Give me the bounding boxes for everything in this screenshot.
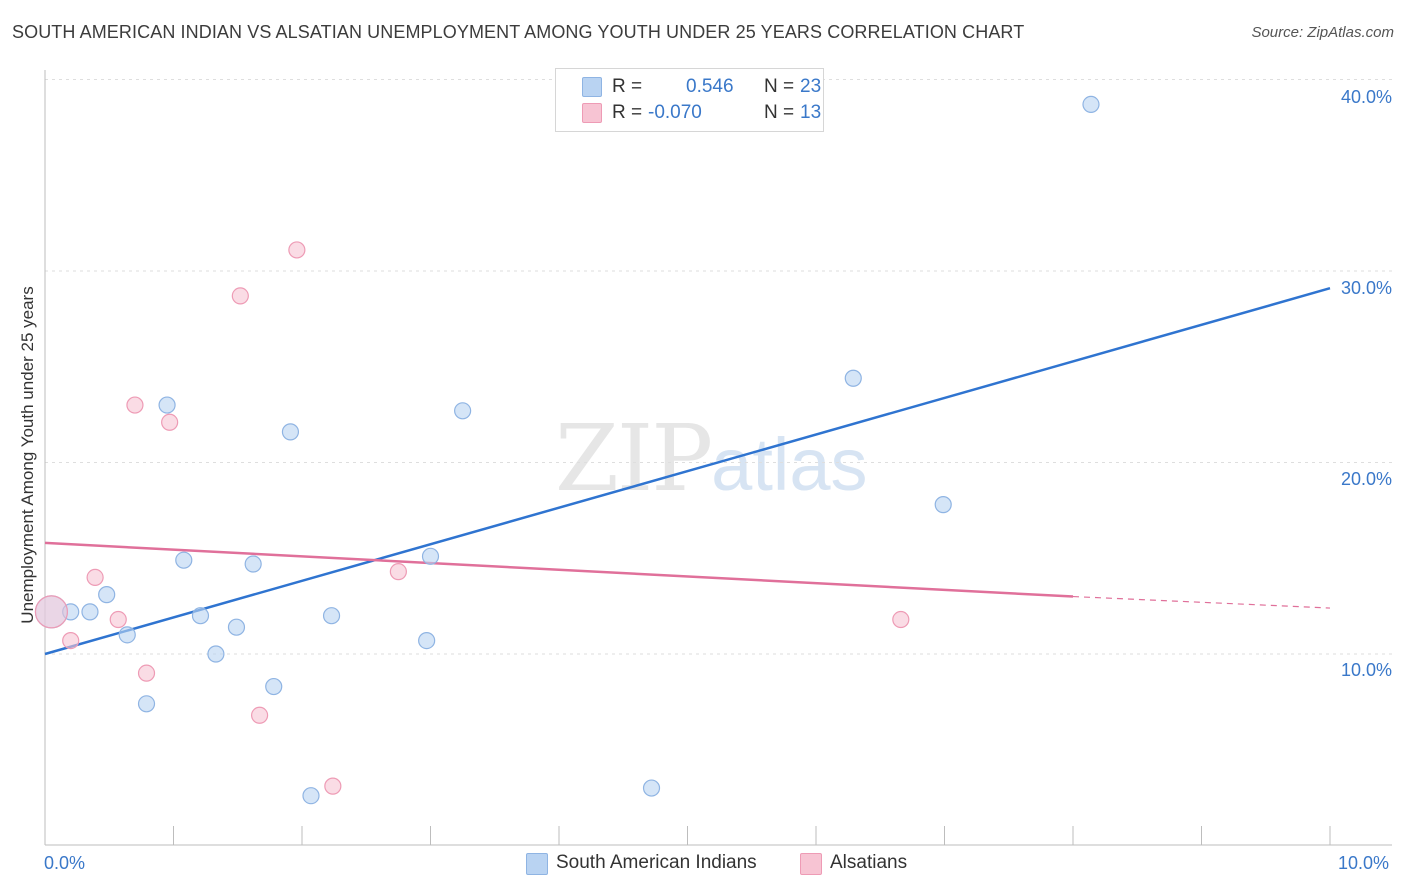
blue-swatch xyxy=(526,853,548,875)
data-point-south-american-indians xyxy=(158,396,176,414)
data-point-south-american-indians xyxy=(118,626,136,644)
data-point-south-american-indians xyxy=(227,618,246,636)
r-value: 0.546 xyxy=(686,76,734,97)
y-tick-label: 30.0% xyxy=(1340,278,1392,298)
pink-swatch xyxy=(800,853,822,875)
watermark-atlas: atlas xyxy=(711,423,868,506)
data-point-alsatians xyxy=(109,610,127,629)
trend-line-south-american-indians xyxy=(44,287,1331,656)
r-value: -0.070 xyxy=(648,102,702,123)
data-point-south-american-indians xyxy=(454,402,472,420)
data-point-south-american-indians xyxy=(302,787,320,805)
data-point-alsatians xyxy=(161,413,179,431)
blue-swatch xyxy=(582,77,602,97)
data-point-south-american-indians xyxy=(191,607,210,625)
source-credit: Source: ZipAtlas.com xyxy=(1251,24,1394,41)
watermark-zip: ZIP xyxy=(555,405,713,512)
watermark: ZIPatlas xyxy=(555,405,867,512)
n-value: 23 xyxy=(800,76,822,97)
data-point-south-american-indians xyxy=(137,695,156,713)
x-tick-label-min: 0.0% xyxy=(44,853,86,873)
r-label: R = xyxy=(612,102,643,123)
data-point-alsatians xyxy=(62,631,80,650)
pink-swatch xyxy=(582,103,602,123)
y-tick-label: 10.0% xyxy=(1340,660,1392,680)
r-label: R = xyxy=(612,76,643,97)
data-point-alsatians xyxy=(126,396,144,414)
n-label: N = xyxy=(764,102,795,123)
data-point-alsatians xyxy=(892,610,910,629)
n-value: 13 xyxy=(800,102,822,123)
data-point-alsatians xyxy=(288,241,306,259)
legend-label: South American Indians xyxy=(556,852,757,873)
legend-label: Alsatians xyxy=(830,852,908,873)
data-point-south-american-indians xyxy=(81,603,99,621)
data-point-south-american-indians xyxy=(1082,95,1100,113)
data-point-alsatians xyxy=(250,706,269,724)
data-point-south-american-indians xyxy=(322,607,341,625)
data-point-south-american-indians xyxy=(265,677,283,696)
n-label: N = xyxy=(764,76,795,97)
data-point-alsatians xyxy=(324,777,342,795)
data-point-alsatians xyxy=(86,568,104,587)
data-point-alsatians xyxy=(231,287,249,305)
data-point-south-american-indians xyxy=(421,547,440,565)
data-point-south-american-indians xyxy=(175,551,193,569)
data-point-south-american-indians xyxy=(281,423,300,441)
data-point-south-american-indians xyxy=(98,586,116,604)
data-point-south-american-indians xyxy=(934,496,952,514)
data-point-alsatians xyxy=(389,563,407,581)
data-point-alsatians xyxy=(34,595,69,629)
trend-line-alsatians-extrapolated xyxy=(1072,595,1331,609)
data-point-alsatians xyxy=(137,664,156,682)
data-point-south-american-indians xyxy=(244,555,262,573)
data-point-south-american-indians xyxy=(642,779,661,797)
y-tick-label: 20.0% xyxy=(1340,469,1392,489)
x-tick-label-max: 10.0% xyxy=(1338,853,1390,873)
data-point-south-american-indians xyxy=(207,645,225,663)
correlation-legend: R = 0.546 N = 23 R = -0.070 N = 13 xyxy=(555,68,824,132)
trend-line-alsatians xyxy=(44,541,1074,598)
y-tick-label: 40.0% xyxy=(1340,87,1392,107)
chart-title: SOUTH AMERICAN INDIAN VS ALSATIAN UNEMPL… xyxy=(12,22,1025,42)
data-point-south-american-indians xyxy=(844,369,862,387)
data-point-south-american-indians xyxy=(418,631,436,650)
